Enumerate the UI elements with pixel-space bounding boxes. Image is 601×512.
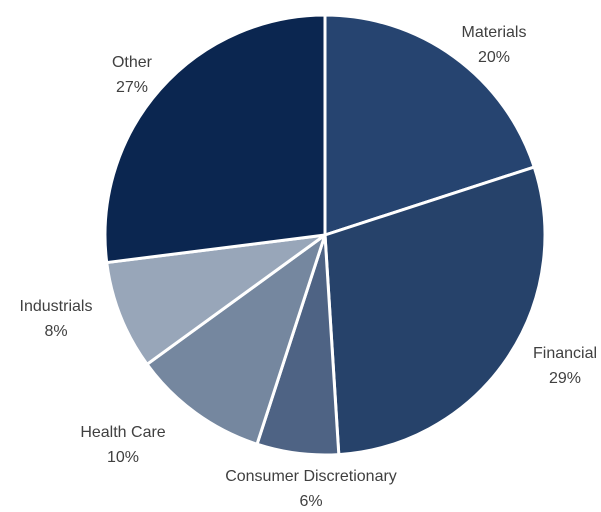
slice-label-consumer-discretionary: Consumer Discretionary (225, 468, 397, 485)
slice-label-industrials: Industrials (20, 298, 93, 315)
pie-slice-industrials (105, 233, 327, 366)
pie-slice-materials (323, 13, 536, 237)
slice-value-materials: 20% (478, 49, 510, 66)
slice-label-health-care: Health Care (80, 424, 165, 441)
slice-value-industrials: 8% (44, 323, 67, 340)
pie-labels: Materials 20% Financial 29% Consumer Discret… (20, 24, 597, 510)
slice-value-other: 27% (116, 79, 148, 96)
pie-slice-other (103, 13, 327, 265)
slice-value-health-care: 10% (107, 449, 139, 466)
pie-slice-health-care (145, 233, 327, 446)
pie-slice-financial (323, 165, 547, 457)
slice-label-other: Other (112, 54, 153, 71)
slice-value-financial: 29% (549, 370, 581, 387)
slice-label-financial: Financial (533, 345, 597, 362)
slice-value-consumer-discretionary: 6% (299, 493, 322, 510)
slice-label-materials: Materials (462, 24, 527, 41)
pie-slices (103, 13, 547, 457)
